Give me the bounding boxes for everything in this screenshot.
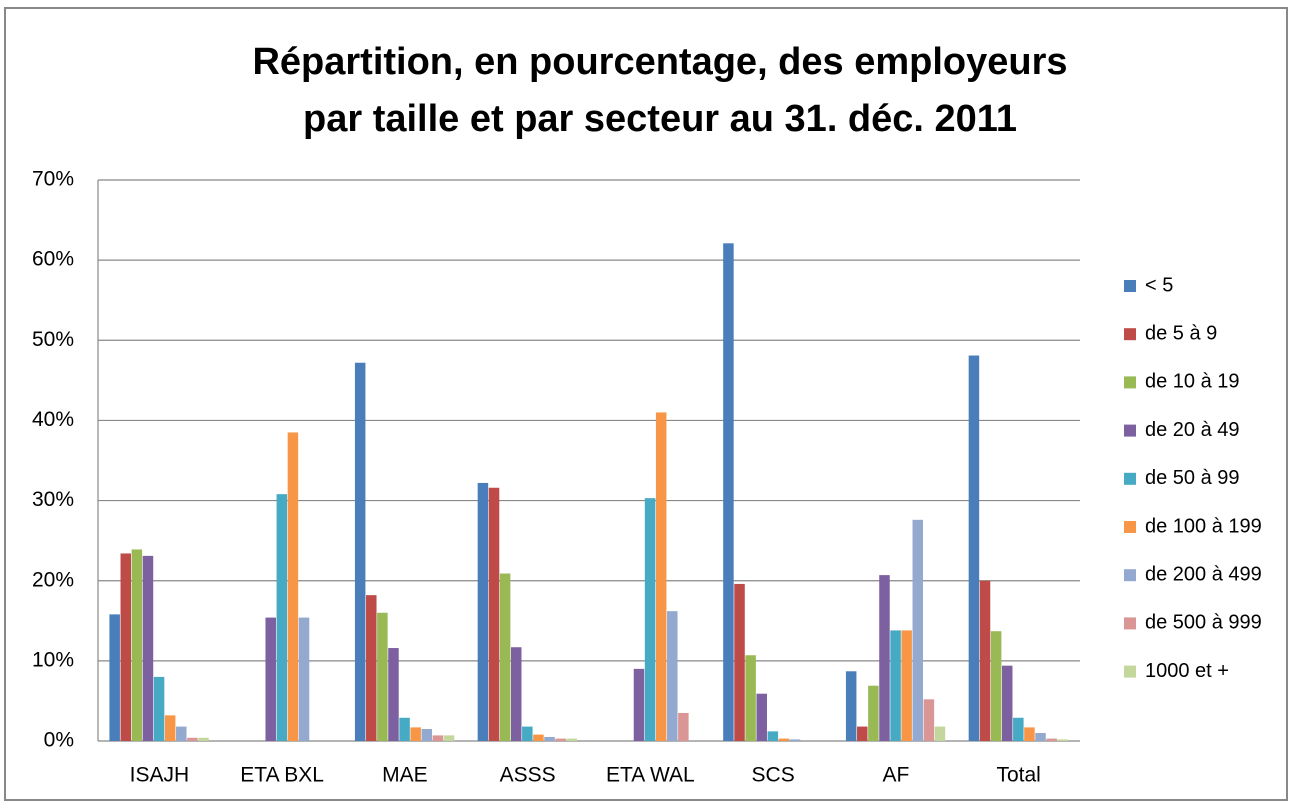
legend-label: de 5 à 9 — [1145, 322, 1217, 344]
bar — [923, 699, 935, 741]
bar — [176, 726, 187, 741]
bar — [644, 498, 656, 741]
bar — [778, 738, 790, 741]
legend-label: de 100 à 199 — [1145, 515, 1262, 537]
bar — [276, 494, 288, 741]
bar — [421, 728, 433, 741]
y-tick-label: 20% — [32, 568, 74, 591]
bar — [544, 736, 555, 741]
bar — [510, 647, 522, 741]
legend-swatch — [1124, 280, 1136, 292]
bar — [857, 726, 868, 741]
bar — [131, 549, 143, 741]
y-tick-label: 70% — [32, 168, 74, 191]
y-tick-label: 30% — [32, 488, 74, 511]
bar — [366, 595, 377, 741]
x-tick-label: ETA WAL — [606, 764, 695, 787]
bar — [1013, 717, 1024, 741]
bar — [1046, 738, 1057, 741]
x-tick-label: ETA BXL — [240, 764, 324, 787]
legend-swatch — [1124, 472, 1136, 485]
chart-title: Répartition, en pourcentage, des employe… — [252, 41, 1067, 83]
bar — [890, 630, 901, 741]
x-tick-label: Total — [996, 764, 1040, 787]
legend-label: de 500 à 999 — [1145, 612, 1262, 634]
y-tick-label: 10% — [32, 648, 74, 671]
legend-swatch — [1124, 521, 1136, 533]
bar — [968, 355, 980, 741]
bar — [377, 612, 388, 741]
bar — [734, 583, 745, 741]
bar — [499, 573, 511, 741]
bar — [655, 412, 667, 741]
y-tick-label: 40% — [32, 408, 74, 431]
y-tick-label: 0% — [44, 729, 74, 752]
legend-label: de 20 à 49 — [1145, 419, 1240, 441]
legend-swatch — [1124, 617, 1136, 630]
x-tick-label: SCS — [752, 764, 795, 787]
bar — [745, 655, 756, 741]
legend-label: de 10 à 19 — [1145, 371, 1240, 393]
chart-title: par taille et par secteur au 31. déc. 20… — [303, 98, 1017, 140]
bar — [912, 519, 924, 741]
bar — [488, 487, 500, 741]
bar — [1024, 727, 1035, 741]
bar — [265, 617, 276, 741]
bar — [432, 735, 444, 741]
legend-swatch — [1124, 665, 1136, 678]
bar — [901, 630, 912, 741]
bar — [287, 432, 299, 741]
bar — [533, 734, 544, 741]
bar — [399, 717, 410, 741]
y-tick-label: 60% — [32, 248, 74, 271]
legend-swatch — [1124, 424, 1136, 437]
bar — [555, 738, 566, 741]
legend-label: < 5 — [1145, 274, 1173, 296]
bar — [1001, 665, 1013, 741]
bar — [979, 580, 991, 741]
bar — [198, 737, 209, 741]
x-tick-label: ASSS — [500, 764, 556, 787]
legend-swatch — [1124, 569, 1136, 582]
bar — [723, 243, 734, 741]
bar — [164, 715, 176, 741]
bar — [142, 555, 154, 741]
bar — [443, 735, 455, 741]
legend-swatch — [1124, 376, 1136, 389]
bar — [187, 737, 198, 741]
legend-label: de 200 à 499 — [1145, 563, 1262, 585]
bar — [845, 671, 857, 741]
legend-swatch — [1124, 328, 1136, 341]
x-tick-label: ISAJH — [130, 764, 190, 787]
bar — [767, 731, 779, 741]
bar — [934, 726, 946, 741]
bar — [298, 617, 310, 741]
bar — [1035, 732, 1046, 741]
bar — [477, 482, 489, 741]
bar — [678, 712, 689, 741]
y-tick-label: 50% — [32, 328, 74, 351]
bar — [789, 739, 801, 741]
bar — [566, 738, 577, 741]
bar — [388, 648, 399, 741]
legend-label: de 50 à 99 — [1145, 467, 1240, 489]
bar — [879, 575, 890, 741]
bar — [990, 631, 1002, 741]
bar — [354, 362, 366, 741]
bar — [667, 611, 678, 741]
bar — [522, 726, 533, 741]
bar — [633, 668, 645, 741]
bar — [756, 693, 767, 741]
bar — [120, 553, 132, 741]
x-tick-label: MAE — [382, 764, 428, 787]
legend-label: 1000 et + — [1145, 660, 1229, 682]
bar — [410, 727, 421, 741]
x-tick-label: AF — [882, 764, 909, 787]
bar — [1057, 739, 1068, 741]
bar — [153, 676, 165, 741]
bar — [868, 685, 879, 741]
bar — [109, 614, 120, 741]
